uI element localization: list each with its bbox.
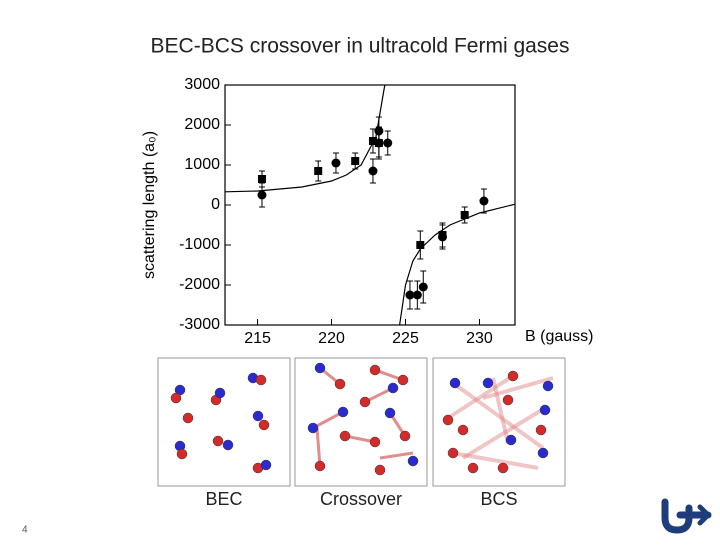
atom (359, 396, 371, 408)
atom (442, 414, 454, 426)
data-point (374, 138, 384, 148)
atom (449, 377, 461, 389)
atom (314, 362, 326, 374)
illustrations: BEC Crossover BCS (157, 357, 566, 509)
atom (255, 374, 267, 386)
y-tick-label: 2000 (184, 116, 220, 133)
atom (497, 462, 509, 474)
atom (334, 378, 346, 390)
data-point (368, 166, 378, 176)
y-tick-label: 0 (211, 196, 220, 213)
logo-u (661, 498, 693, 534)
atom (507, 370, 519, 382)
atom (397, 374, 409, 386)
y-tick-label: -3000 (179, 316, 220, 333)
data-point (438, 232, 447, 242)
y-tick-label: -2000 (179, 276, 220, 293)
atom (374, 464, 386, 476)
x-tick-label: 230 (466, 330, 493, 347)
atom (399, 430, 411, 442)
pair-link (315, 427, 322, 467)
atom (214, 387, 226, 399)
atom (387, 382, 399, 394)
data-point (405, 290, 415, 300)
x-tick-label: 220 (318, 330, 345, 347)
y-axis-label: scattering length (a₀) (141, 131, 158, 279)
atom (314, 460, 326, 472)
atom (502, 394, 514, 406)
y-tick-label: 1000 (184, 156, 220, 173)
illustration-panel (294, 357, 428, 487)
data-point (368, 137, 377, 145)
atom (252, 410, 264, 422)
data-point (479, 196, 489, 206)
panel-label: BEC (205, 489, 242, 509)
pair-link (312, 410, 344, 430)
atom (339, 430, 351, 442)
data-point (331, 158, 341, 168)
x-axis-label: B (gauss) (525, 328, 593, 345)
logo-arrowhead (697, 504, 712, 526)
atom (307, 422, 319, 434)
atom (539, 404, 551, 416)
y-tick-label: -1000 (179, 236, 220, 253)
atom (505, 434, 517, 446)
atom (457, 424, 469, 436)
atom (482, 377, 494, 389)
illustration-panel (157, 357, 291, 487)
x-tick-label: 225 (392, 330, 419, 347)
atom (260, 459, 272, 471)
panel-label: Crossover (320, 489, 402, 509)
atom (369, 436, 381, 448)
atom (222, 439, 234, 451)
fit-curve (225, 85, 515, 325)
data-point (257, 175, 266, 183)
atom (535, 424, 547, 436)
data-point (418, 282, 428, 292)
page-number: 4 (22, 525, 28, 536)
x-tick-label: 215 (244, 330, 271, 347)
atom (212, 435, 224, 447)
data-point (412, 290, 422, 300)
data-point (314, 167, 323, 175)
pair-link (379, 451, 414, 460)
logo (661, 498, 712, 534)
atom (467, 462, 479, 474)
chart: -3000 -2000 -1000 0 1000 2000 3000 215 220 225 230… (141, 76, 593, 347)
atom (407, 455, 419, 467)
pair-link (491, 377, 510, 444)
data-point (460, 211, 469, 219)
atom (384, 407, 396, 419)
atom (176, 448, 188, 460)
y-tick-label: 3000 (184, 76, 220, 93)
data-point (257, 190, 267, 200)
atom (170, 392, 182, 404)
slide-title: BEC-BCS crossover in ultracold Fermi gas… (151, 35, 570, 58)
pair-link (446, 374, 515, 420)
data-point (383, 138, 393, 148)
atom (369, 364, 381, 376)
illustration-panel (432, 357, 566, 487)
pair-link (482, 376, 554, 400)
panel-label: BCS (480, 489, 517, 509)
pair-link (451, 381, 545, 450)
atom (182, 412, 194, 424)
atom (258, 419, 270, 431)
atom (537, 447, 549, 459)
data-point (351, 157, 360, 165)
pair-link (461, 406, 547, 460)
atom (542, 380, 554, 392)
atom (447, 447, 459, 459)
atom (337, 406, 349, 418)
data-point (416, 241, 425, 249)
pair-link (452, 451, 539, 470)
